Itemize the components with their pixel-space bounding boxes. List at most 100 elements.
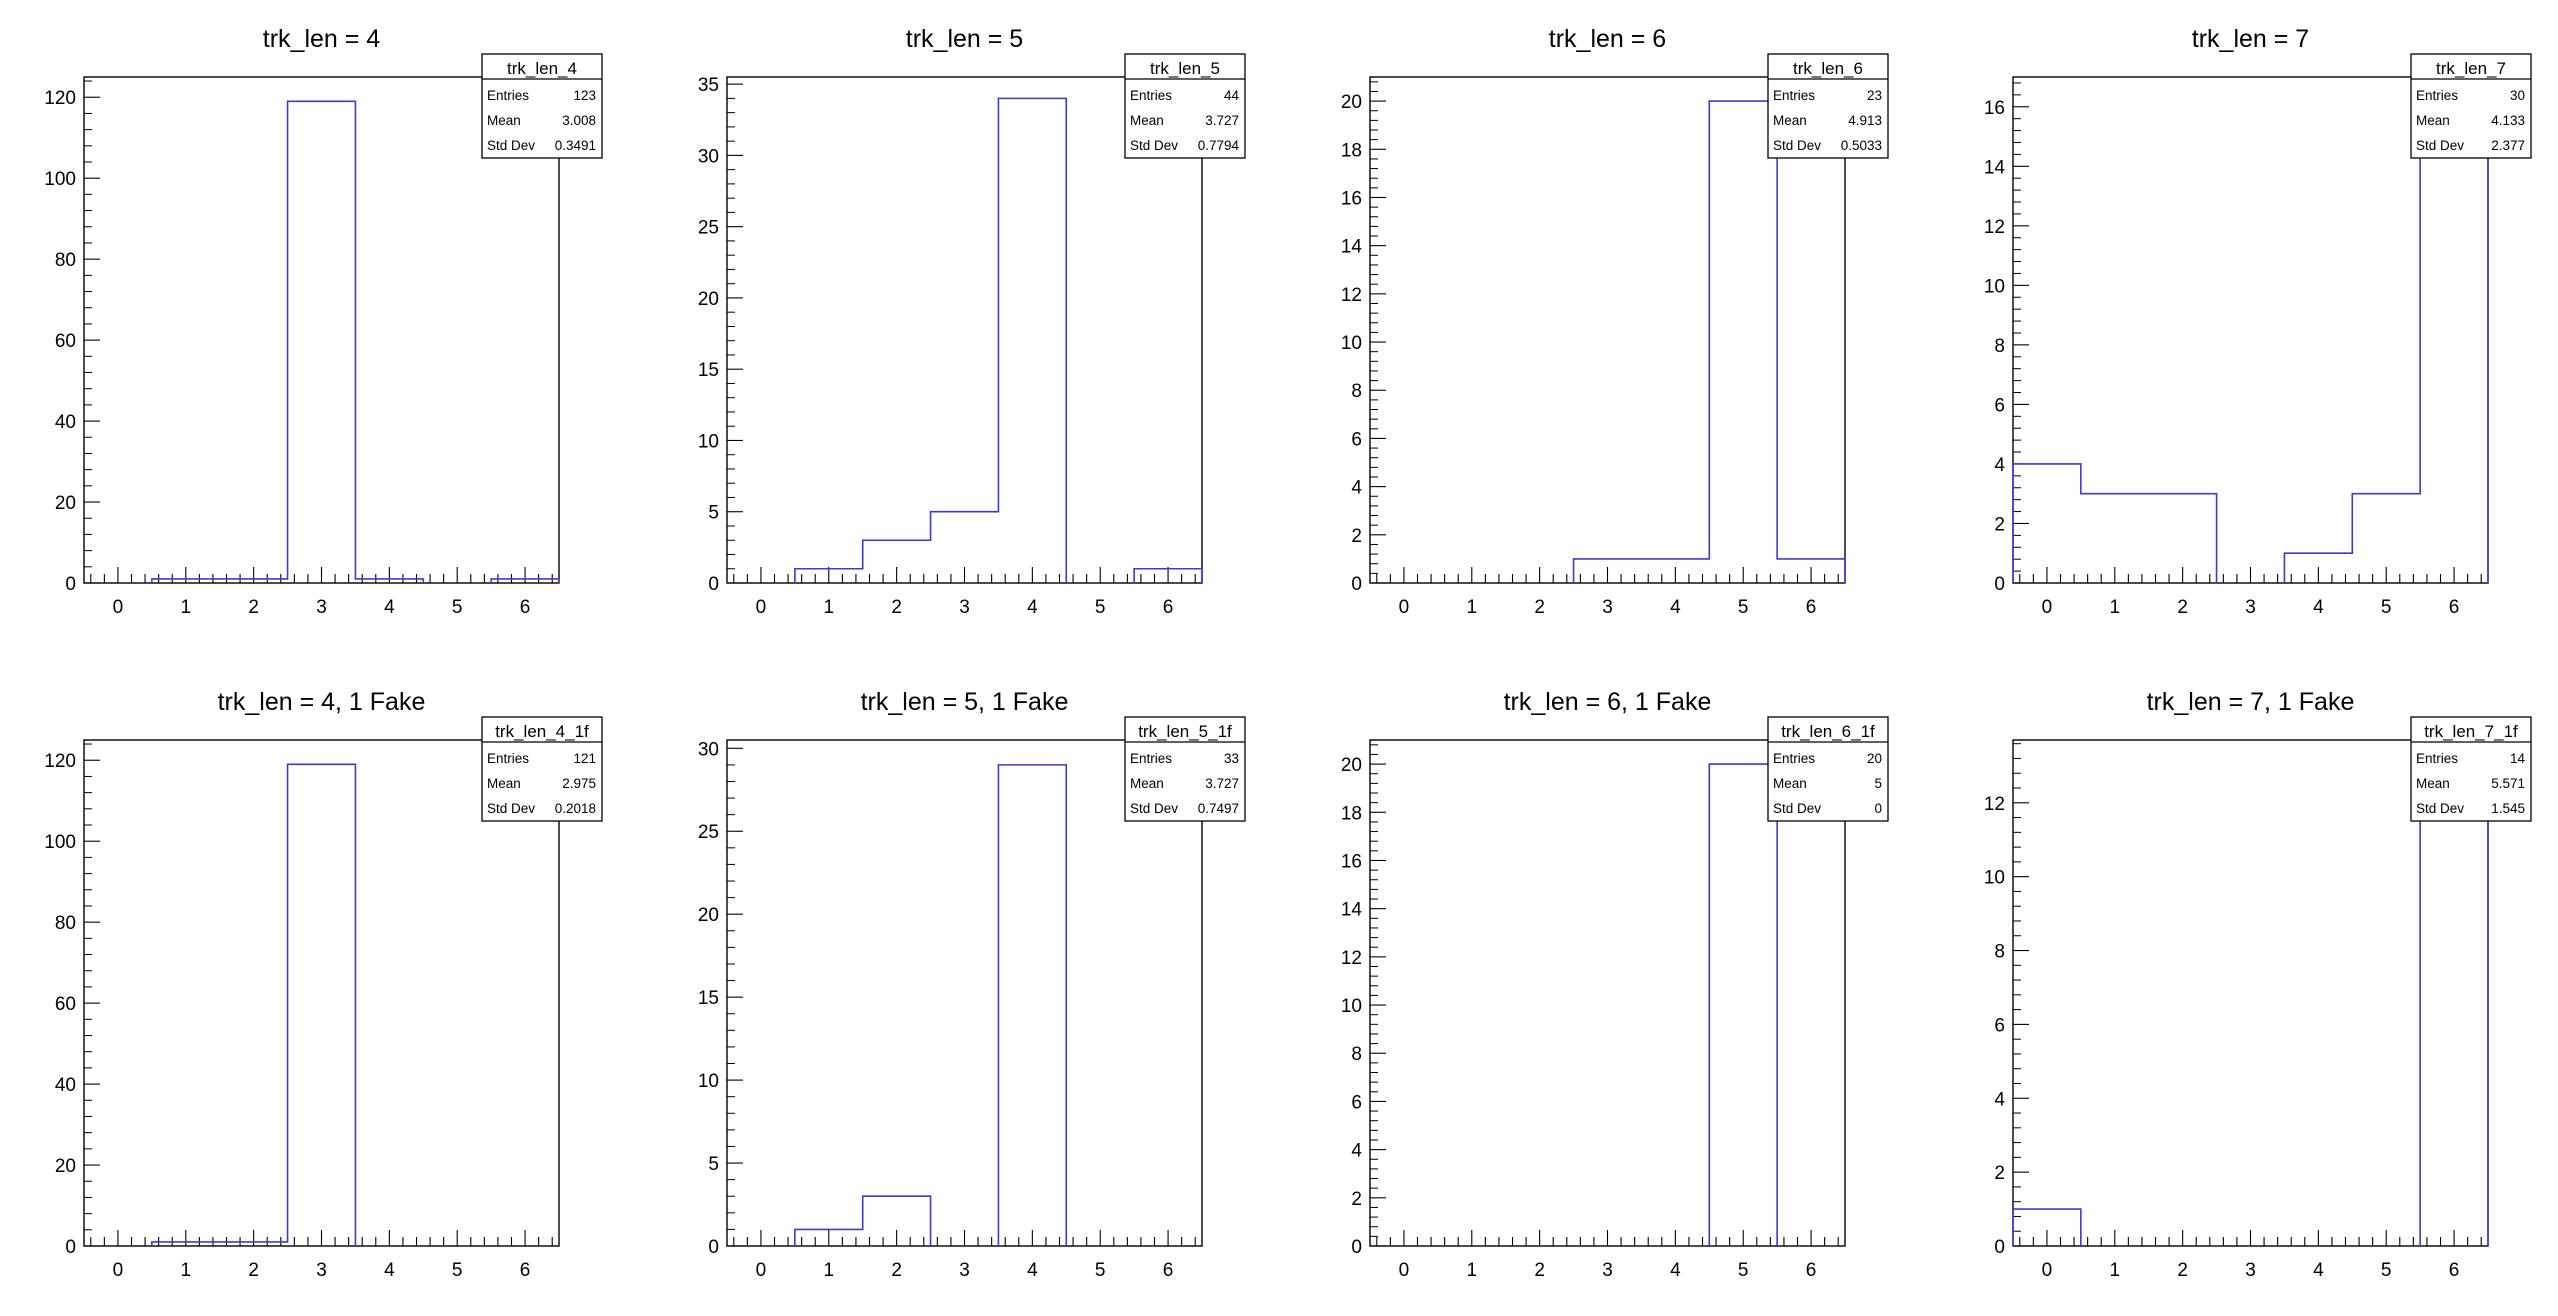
y-tick-label: 18 [1341, 803, 1362, 824]
stats-value: 30 [2510, 88, 2525, 103]
y-tick-label: 10 [698, 1071, 719, 1092]
y-tick-label: 20 [698, 289, 719, 310]
stats-label: Mean [487, 776, 521, 791]
histogram-panel: trk_len = 60 1 2 3 4 5 602468101214161820trk_l… [1341, 25, 1889, 618]
stats-box-name: trk_len_7_1f [2424, 722, 2518, 741]
stats-box-frame [1767, 716, 1889, 822]
histogram-bin [288, 101, 356, 583]
histogram-bin [2420, 107, 2488, 583]
x-tick-label: 4 [1027, 1260, 1038, 1281]
x-tick-label: 1 [180, 1260, 191, 1281]
stats-value: 0.5033 [1841, 138, 1882, 153]
stats-box: trk_len_4_1f Entries 121 Mean 2.975 Std Dev 0.… [481, 716, 603, 822]
stats-box: trk_len_5_1f Entries 33 Mean 3.727 Std Dev 0.7… [1124, 716, 1246, 822]
y-tick-label: 16 [1341, 188, 1362, 209]
y-tick-label: 6 [1994, 1015, 2005, 1036]
x-tick-label: 5 [452, 1260, 463, 1281]
histogram-series-line [2012, 765, 2489, 1246]
stats-value: 0.7794 [1198, 138, 1240, 153]
x-tick-label: 6 [1806, 1260, 1817, 1281]
stats-value: 2.377 [2491, 138, 2525, 153]
histogram-series-line [794, 97, 1203, 583]
stats-value: 0.3491 [555, 138, 596, 153]
stats-label: Entries [2416, 88, 2458, 103]
histogram-series-line [152, 764, 559, 1246]
y-tick-label: 0 [1351, 1237, 1362, 1258]
stats-box-frame [2410, 53, 2532, 159]
x-tick-label: 3 [316, 1260, 327, 1281]
histogram-panel: trk_len = 70 1 2 3 4 5 60246810121416trk_len_7… [1984, 25, 2532, 618]
x-tick-label: 5 [1738, 1260, 1749, 1281]
histogram-series-line [1709, 764, 1845, 1246]
y-tick-label: 0 [1994, 574, 2005, 595]
x-tick-label: 6 [1163, 597, 1174, 618]
y-tick-label: 0 [65, 1237, 76, 1258]
y-tick-label: 20 [698, 905, 719, 926]
y-tick-label: 10 [1984, 276, 2005, 297]
x-tick-label: 4 [2313, 597, 2324, 618]
x-tick-label: 4 [1670, 1260, 1681, 1281]
x-tick-label: 6 [2449, 597, 2460, 618]
panel-title: trk_len = 7 [2192, 25, 2309, 53]
x-tick-label: 3 [2245, 1260, 2256, 1281]
stats-value: 33 [1224, 751, 1239, 766]
y-tick-label: 30 [698, 146, 719, 167]
y-tick-label: 6 [1994, 395, 2005, 416]
x-tick-label: 1 [2109, 1260, 2120, 1281]
stats-label: Std Dev [1773, 138, 1821, 153]
y-tick-label: 8 [1994, 336, 2005, 357]
stats-label: Mean [487, 113, 521, 128]
y-tick-label: 15 [698, 360, 719, 381]
y-tick-label: 60 [55, 331, 76, 352]
x-tick-label: 1 [823, 1260, 834, 1281]
y-tick-label: 20 [1341, 755, 1362, 776]
histogram-series-line [795, 765, 1202, 1246]
x-tick-label: 5 [2381, 1260, 2392, 1281]
stats-box-name: trk_len_6 [1793, 59, 1863, 78]
y-tick-label: 20 [55, 493, 76, 514]
x-tick-label: 3 [1602, 1260, 1613, 1281]
stats-box: trk_len_5 Entries 44 Mean 3.727 Std Dev 0.7794 [1124, 53, 1246, 159]
x-tick-label: 2 [891, 597, 902, 618]
stats-box: trk_len_7 Entries 30 Mean 4.133 Std Dev 2.377 [2410, 53, 2532, 159]
stats-label: Entries [487, 88, 529, 103]
stats-label: Std Dev [1130, 138, 1178, 153]
x-tick-label: 4 [1027, 597, 1038, 618]
y-tick-label: 16 [1341, 851, 1362, 872]
stats-label: Mean [1130, 113, 1164, 128]
stats-value: 1.545 [2491, 801, 2525, 816]
stats-value: 4.913 [1848, 113, 1882, 128]
stats-box-name: trk_len_4 [507, 59, 577, 78]
y-tick-label: 8 [1351, 1044, 1362, 1065]
x-tick-label: 0 [2042, 597, 2053, 618]
x-tick-label: 0 [113, 597, 124, 618]
y-tick-label: 10 [1984, 868, 2005, 889]
y-tick-label: 100 [44, 169, 76, 190]
x-tick-label: 1 [1466, 1260, 1477, 1281]
y-tick-label: 25 [698, 218, 719, 239]
stats-box-name: trk_len_5_1f [1138, 722, 1232, 741]
y-tick-label: 14 [1341, 237, 1363, 258]
x-tick-label: 4 [384, 1260, 395, 1281]
y-tick-label: 0 [1351, 574, 1362, 595]
y-tick-label: 2 [1994, 1163, 2005, 1184]
x-tick-label: 5 [2381, 597, 2392, 618]
x-tick-label: 2 [248, 597, 259, 618]
y-tick-label: 14 [1341, 900, 1363, 921]
x-tick-label: 6 [1806, 597, 1817, 618]
histogram-series-line [151, 100, 560, 583]
x-tick-label: 6 [520, 1260, 531, 1281]
y-tick-label: 2 [1994, 514, 2005, 535]
x-tick-label: 6 [2449, 1260, 2460, 1281]
stats-box-name: trk_len_5 [1150, 59, 1220, 78]
stats-box: trk_len_4 Entries 123 Mean 3.008 Std Dev 0.349… [481, 53, 603, 159]
y-tick-label: 40 [55, 1075, 76, 1096]
y-tick-label: 40 [55, 412, 76, 433]
panel-title: trk_len = 4 [263, 25, 381, 53]
stats-box-frame [1767, 53, 1889, 159]
x-tick-label: 3 [959, 1260, 970, 1281]
y-tick-label: 6 [1351, 429, 1362, 450]
x-tick-label: 0 [1399, 597, 1410, 618]
histogram-bin [998, 765, 1066, 1246]
